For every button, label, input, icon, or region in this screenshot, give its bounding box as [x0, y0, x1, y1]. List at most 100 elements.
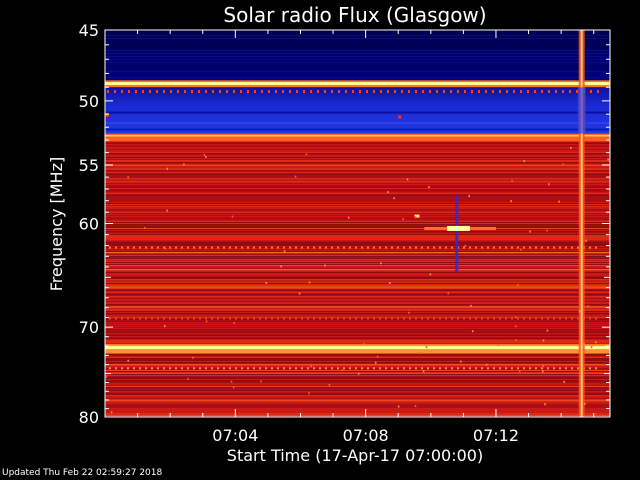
dash-mark [355, 367, 357, 370]
texture-row [105, 341, 610, 342]
dash-mark [445, 317, 447, 320]
dash-mark [275, 90, 277, 94]
texture-row [105, 154, 610, 155]
texture-row [105, 406, 610, 407]
dash-mark [121, 246, 123, 249]
texture-row [105, 256, 610, 257]
dash-mark [181, 246, 183, 249]
texture-row [105, 369, 610, 370]
dash-mark [170, 90, 172, 94]
texture-row [105, 277, 610, 278]
texture-row [105, 357, 610, 358]
texture-row [105, 313, 610, 314]
texture-row [105, 233, 610, 234]
dash-mark [457, 367, 459, 370]
texture-row [105, 184, 610, 185]
dash-mark [475, 246, 477, 249]
texture-row [105, 324, 610, 325]
texture-row [105, 412, 610, 413]
dash-mark [343, 367, 345, 370]
sparkle [468, 195, 470, 198]
dash-mark [187, 317, 189, 320]
texture-row [105, 332, 610, 333]
texture-row [105, 321, 610, 322]
band-blue [105, 87, 610, 134]
texture-row [105, 229, 610, 230]
texture-row [105, 244, 610, 245]
dash-mark [481, 367, 483, 370]
texture-row [105, 206, 610, 207]
dash-mark [313, 246, 315, 249]
dash-mark [463, 246, 465, 249]
texture-row [105, 373, 610, 374]
y-axis-label: Frequency [MHz] [47, 157, 66, 291]
texture-row [105, 291, 610, 292]
texture-row [105, 408, 610, 409]
freq-line [105, 252, 610, 254]
sparkle [428, 186, 430, 189]
dash-mark [511, 246, 513, 249]
texture-row [105, 329, 610, 330]
dash-mark [493, 317, 495, 320]
sparkle [585, 239, 587, 242]
sparkle [362, 343, 365, 346]
texture-row [105, 247, 610, 248]
freq-line [105, 122, 610, 125]
dash-mark [511, 367, 513, 370]
dash-mark [387, 90, 389, 94]
dash-mark [391, 246, 393, 249]
dash-mark [301, 317, 303, 320]
texture-row [105, 294, 610, 295]
texture-row [105, 239, 610, 240]
dash-mark [265, 317, 267, 320]
sparkle [408, 311, 410, 314]
sparkle [544, 403, 546, 406]
texture-row [105, 311, 610, 312]
texture-row [105, 376, 610, 377]
dash-mark [422, 90, 424, 94]
dash-mark [391, 317, 393, 320]
dash-mark [541, 317, 543, 320]
texture-row [105, 356, 610, 357]
dash-mark [589, 246, 591, 249]
texture-row [105, 158, 610, 159]
texture-row [105, 164, 610, 165]
dash-mark [301, 246, 303, 249]
dash-mark [217, 317, 219, 320]
texture-row [105, 358, 610, 359]
texture-row [105, 413, 610, 414]
dash-mark [259, 367, 261, 370]
texture-row [105, 241, 610, 242]
dash-mark [241, 367, 243, 370]
sparkle [164, 325, 166, 328]
texture-row [105, 213, 610, 214]
texture-row [105, 287, 610, 288]
texture-row [105, 278, 610, 279]
texture-row [105, 68, 610, 69]
dash-mark [421, 317, 423, 320]
dash-mark [409, 367, 411, 370]
dash-mark [457, 317, 459, 320]
dash-mark [595, 246, 597, 249]
dash-mark [565, 246, 567, 249]
texture-row [105, 32, 610, 33]
sparkle [393, 197, 395, 200]
dash-mark [115, 367, 117, 370]
texture-row [105, 148, 610, 149]
dash-mark [493, 246, 495, 249]
texture-row [105, 335, 610, 336]
texture-row [105, 265, 610, 266]
texture-row [105, 359, 610, 360]
dash-mark [229, 246, 231, 249]
dash-mark [571, 367, 573, 370]
dash-mark [361, 317, 363, 320]
sparkle [523, 160, 526, 163]
dash-mark [577, 367, 579, 370]
dash-mark [241, 317, 243, 320]
dash-mark [331, 317, 333, 320]
sparkle [187, 377, 189, 380]
sparkle [105, 375, 108, 378]
sparkle [429, 273, 432, 276]
texture-row [105, 374, 610, 375]
texture-row [105, 336, 610, 337]
